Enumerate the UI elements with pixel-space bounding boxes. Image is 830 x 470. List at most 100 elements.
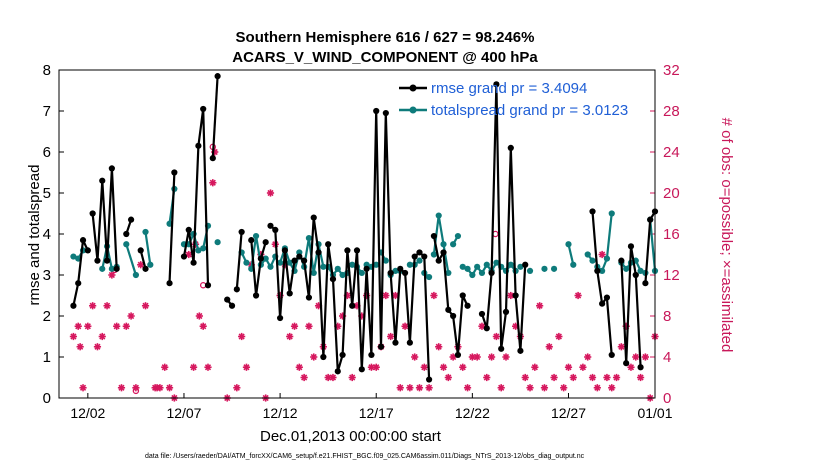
obs-assimilated-stroke — [589, 374, 596, 381]
spread-point — [589, 257, 596, 264]
obs-assimilated-stroke — [411, 353, 418, 361]
y-right-tick-label: 24 — [663, 144, 680, 161]
rmse-point — [517, 347, 524, 354]
obs-assimilated-marker — [487, 353, 496, 361]
obs-assimilated-marker — [122, 322, 130, 330]
obs-assimilated-marker — [156, 384, 164, 392]
rmse-point — [209, 155, 216, 162]
spread-point — [243, 259, 250, 266]
rmse-point — [108, 165, 115, 172]
spread-point — [310, 269, 317, 277]
chart-title: Southern Hemisphere 616 / 627 = 98.246% — [236, 29, 535, 46]
rmse-point — [113, 265, 120, 272]
obs-assimilated-stroke — [416, 384, 423, 391]
legend-rmse-label: rmse grand pr = 3.4094 — [431, 80, 587, 97]
rmse-point — [334, 368, 341, 375]
rmse-line-segment — [211, 76, 219, 159]
rmse-point — [75, 280, 82, 287]
obs-assimilated-stroke — [406, 384, 413, 391]
obs-assimilated-stroke — [594, 384, 601, 391]
obs-assimilated-stroke — [493, 333, 500, 340]
rmse-point — [642, 280, 649, 287]
x-tick-label: 12/07 — [166, 405, 201, 421]
rmse-point — [233, 286, 240, 293]
spread-line-segment — [596, 213, 613, 272]
spread-point — [454, 232, 462, 240]
spread-point — [445, 269, 452, 277]
obs-assimilated-marker — [502, 353, 510, 361]
rmse-point — [127, 216, 135, 223]
obs-assimilated-stroke — [373, 364, 380, 371]
spread-point — [550, 265, 558, 272]
obs-assimilated-marker — [574, 291, 582, 300]
obs-assimilated-marker — [132, 384, 140, 392]
spread-point — [358, 269, 365, 277]
y-right-tick-label: 16 — [663, 226, 680, 243]
obs-assimilated-stroke — [570, 374, 577, 381]
spread-point — [142, 228, 149, 236]
spread-point — [200, 245, 207, 252]
obs-assimilated-marker — [579, 363, 587, 371]
rmse-point — [450, 312, 457, 320]
spread-point — [541, 265, 548, 272]
obs-assimilated-marker — [103, 302, 111, 310]
y-right-tick-label: 8 — [663, 308, 671, 325]
obs-assimilated-stroke — [368, 364, 375, 371]
spread-point — [603, 255, 611, 262]
spread-point — [493, 259, 500, 266]
obs-assimilated-marker — [89, 302, 97, 310]
y-tick-label: 7 — [43, 103, 51, 120]
obs-assimilated-stroke — [618, 343, 625, 350]
obs-assimilated-marker — [593, 384, 601, 392]
rmse-point — [257, 255, 264, 262]
y-tick-label: 5 — [43, 185, 51, 202]
rmse-point — [248, 237, 255, 244]
obs-assimilated-marker — [526, 384, 534, 392]
rmse-point — [623, 360, 630, 367]
obs-assimilated-stroke — [94, 343, 101, 350]
rmse-point — [296, 253, 303, 260]
obs-assimilated-stroke — [142, 302, 149, 309]
obs-assimilated-marker — [396, 384, 404, 392]
y-tick-label: 3 — [43, 267, 51, 284]
obs-assimilated-marker — [497, 384, 505, 392]
obs-assimilated-stroke — [430, 292, 437, 299]
spread-point — [469, 271, 476, 279]
obs-assimilated-marker — [473, 353, 481, 361]
obs-assimilated-stroke — [426, 384, 433, 391]
rmse-point — [79, 237, 87, 244]
rmse-point — [310, 214, 317, 221]
spread-point — [526, 267, 534, 274]
legend-rmse-marker — [409, 84, 417, 92]
obs-assimilated-marker — [93, 343, 102, 351]
obs-assimilated-stroke — [546, 343, 553, 350]
spread-point — [637, 267, 644, 274]
obs-assimilated-stroke — [555, 333, 562, 340]
rmse-point — [440, 249, 447, 256]
spread-point — [70, 253, 77, 260]
obs-assimilated-marker — [401, 322, 409, 330]
legend-spread-label: totalspread grand pr = 3.0123 — [431, 102, 628, 119]
rmse-point — [305, 294, 313, 301]
rmse-point — [315, 249, 322, 256]
obs-assimilated-marker — [310, 353, 318, 361]
rmse-point — [267, 222, 274, 229]
rmse-line-segment — [182, 107, 210, 286]
obs-assimilated-marker — [521, 373, 529, 382]
obs-assimilated-marker — [569, 373, 577, 382]
obs-assimilated-marker — [79, 384, 87, 392]
obs-assimilated-stroke — [196, 312, 203, 320]
spread-point — [305, 235, 313, 242]
rmse-point — [411, 253, 418, 260]
obs-assimilated-marker — [242, 363, 251, 371]
rmse-point — [286, 290, 293, 297]
rmse-point — [180, 253, 188, 260]
obs-assimilated-stroke — [190, 364, 197, 371]
rmse-point — [94, 257, 101, 264]
rmse-point — [425, 376, 433, 383]
obs-assimilated-stroke — [522, 374, 529, 381]
obs-assimilated-stroke — [329, 374, 337, 381]
y-axis-label: rmse and totalspread — [26, 165, 43, 306]
obs-assimilated-marker — [195, 312, 203, 320]
y-tick-label: 6 — [43, 144, 51, 161]
